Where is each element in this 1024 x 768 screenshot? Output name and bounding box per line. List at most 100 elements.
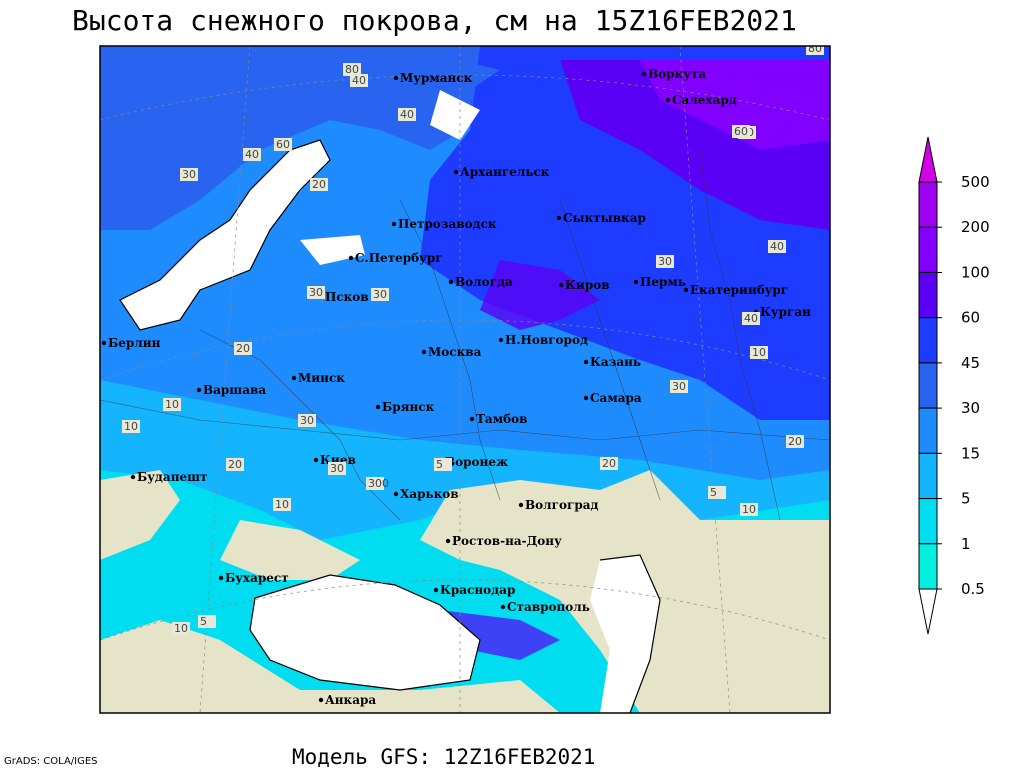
- contour-label: 300: [368, 477, 389, 490]
- city: Воронеж: [445, 455, 508, 469]
- contour-label: 30: [658, 255, 672, 268]
- contour-label-bg: [234, 342, 252, 355]
- city: Харьков: [400, 487, 459, 501]
- city-dot: [313, 457, 319, 463]
- colorbar-label: 15: [961, 444, 980, 462]
- city-dot: [348, 255, 354, 261]
- city-dot: [393, 75, 399, 81]
- city: С.Петербург: [355, 251, 443, 265]
- map-frame: [99, 45, 831, 714]
- colorbar-label: 0.5: [961, 580, 985, 598]
- contour-label: 40: [744, 312, 758, 325]
- contour-label-bg: [180, 168, 198, 181]
- contour-label: 10: [124, 420, 138, 433]
- city: Псков: [325, 290, 369, 304]
- contour-label: 20: [312, 178, 326, 191]
- city-dot: [393, 491, 399, 497]
- city: Ростов-на-Дону: [452, 534, 562, 548]
- colorbar-cell: [918, 452, 938, 500]
- contour-label: 40: [770, 240, 784, 253]
- city-dot: [641, 71, 647, 77]
- colorbar-cell: [918, 407, 938, 454]
- contour-label-bg: [371, 288, 389, 301]
- contour-label: 20: [236, 342, 250, 355]
- city-labels: Мурманск Воркута Салехард Архангельск Пе…: [101, 67, 811, 707]
- city: Брянск: [382, 400, 435, 414]
- city-dot: [375, 404, 381, 410]
- city: Казань: [590, 355, 641, 369]
- contour-label: 30: [309, 286, 323, 299]
- city-dot: [583, 359, 589, 365]
- city-dot: [498, 337, 504, 343]
- contour-label-bg: [742, 312, 760, 325]
- city-dot: [421, 349, 427, 355]
- city: Будапешт: [137, 470, 207, 484]
- contour-label-bg: [656, 255, 674, 268]
- city: Воркута: [648, 67, 706, 81]
- city: Ставрополь: [507, 600, 590, 614]
- contour-label-bg: [274, 138, 292, 151]
- colorbar-cell: [918, 226, 938, 273]
- city-dot: [445, 538, 451, 544]
- credit: GrADS: COLA/IGES: [4, 756, 98, 767]
- city: Самара: [590, 391, 642, 405]
- contour-label: 5: [436, 458, 443, 471]
- contour-label-bg: [600, 457, 618, 470]
- contour-label: 10: [742, 503, 756, 516]
- contour-label: 5: [200, 615, 207, 628]
- city-dot: [391, 221, 397, 227]
- city-dot: [291, 375, 297, 381]
- contour-label-bg: [750, 346, 768, 359]
- contour-labels: 8040603020406080604030402030301020101020…: [122, 42, 824, 635]
- city: Москва: [428, 345, 482, 359]
- city: Варшава: [203, 383, 266, 397]
- city-dot: [453, 169, 459, 175]
- contour-label-bg: [740, 503, 758, 516]
- contour-label-bg: [350, 74, 368, 87]
- contour-label-bg: [243, 148, 261, 161]
- contour-label: 20: [228, 458, 242, 471]
- contour-label-bg: [273, 498, 291, 511]
- city-dot: [683, 287, 689, 293]
- city: Волгоград: [525, 498, 598, 512]
- contour-label: 40: [352, 74, 366, 87]
- city-dot: [633, 279, 639, 285]
- colorbar: 500 200 100 60 45 30 15 5 1 0.5: [918, 136, 990, 635]
- contour-label-bg: [366, 477, 384, 490]
- city-dot: [318, 697, 324, 703]
- city-dot: [101, 340, 107, 346]
- city: Петрозаводск: [398, 217, 497, 231]
- contour-label: 30: [182, 168, 196, 181]
- contour-label-bg: [172, 622, 190, 635]
- contour-label-bg: [732, 125, 750, 138]
- colorbar-label: 100: [961, 263, 990, 281]
- colorbar-top: [918, 136, 938, 183]
- contour-label: 30: [300, 414, 314, 427]
- colorbar-bottom: [918, 588, 938, 635]
- colorbar-label: 200: [961, 218, 990, 236]
- colorbar-label: 60: [961, 309, 980, 327]
- contour-label: 10: [174, 622, 188, 635]
- colorbar-cell: [918, 362, 938, 409]
- contour-label: 5: [710, 486, 717, 499]
- map: Мурманск Воркута Салехард Архангельск Пе…: [100, 42, 830, 713]
- city-dot: [665, 97, 671, 103]
- contour-label-bg: [298, 414, 316, 427]
- city: Анкара: [325, 693, 376, 707]
- footer-model: Модель GFS: 12Z16FEB2021: [292, 745, 595, 768]
- colorbar-cell: [918, 498, 938, 545]
- contour-label-bg: [122, 420, 140, 433]
- contour-label-bg: [310, 178, 328, 191]
- city: Тамбов: [476, 412, 527, 426]
- contour-label: 80: [345, 63, 359, 76]
- contour-label: 80: [808, 42, 822, 55]
- city-dot: [583, 395, 589, 401]
- contour-label: 30: [330, 462, 344, 475]
- contour-label-bg: [307, 286, 325, 299]
- colorbar-label: 45: [961, 354, 980, 372]
- city: Минск: [298, 371, 345, 385]
- contour-label: 60: [734, 125, 748, 138]
- colorbar-cell: [918, 543, 938, 590]
- contour-label: 40: [400, 108, 414, 121]
